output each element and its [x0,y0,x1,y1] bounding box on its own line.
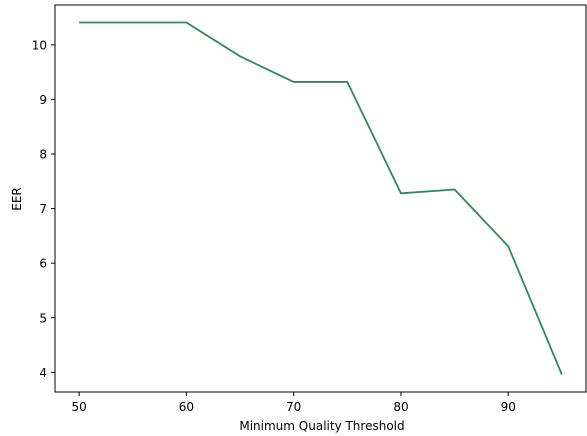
plot-area [54,4,587,393]
series-line-0 [79,21,563,375]
y-tick-label: 5 [39,311,47,325]
y-axis-ticks: 4 5 6 7 8 9 10 [32,38,55,380]
series-layer [79,21,563,375]
x-tick-label: 90 [501,400,516,414]
x-axis-label: Minimum Quality Threshold [239,419,404,433]
y-tick-label: 8 [39,148,47,162]
y-tick-label: 7 [39,202,47,216]
x-tick-label: 60 [179,400,194,414]
y-tick-label: 6 [39,257,47,271]
y-tick-label: 4 [39,366,47,380]
x-tick-label: 70 [286,400,301,414]
x-axis-ticks: 50 60 70 80 90 [71,392,516,414]
y-axis-label: EER [10,187,24,211]
x-tick-label: 80 [393,400,408,414]
axes-frame [54,4,587,393]
x-tick-label: 50 [71,400,86,414]
y-tick-label: 10 [32,38,47,52]
y-tick-label: 9 [39,93,47,107]
